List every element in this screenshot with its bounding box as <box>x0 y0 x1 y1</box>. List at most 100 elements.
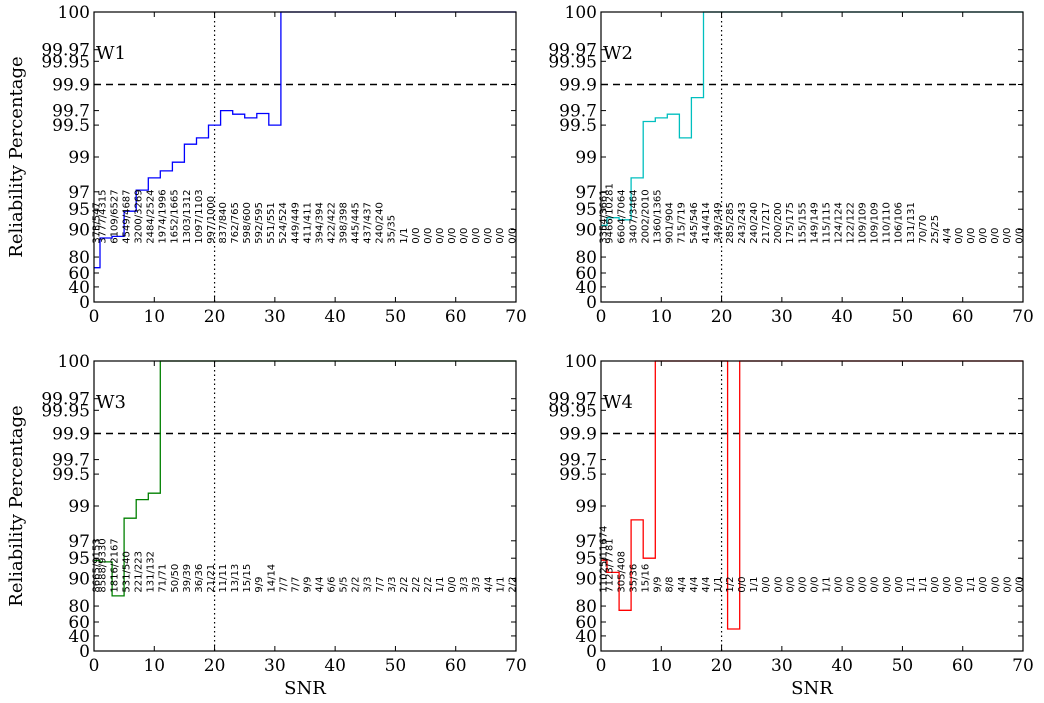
count-label: 1303/1312 <box>182 189 193 243</box>
y-tick-label: 90 <box>575 221 597 241</box>
count-label: 149/149 <box>809 202 820 244</box>
y-tick-label: 60 <box>68 613 90 633</box>
count-label: 305/408 <box>617 551 628 593</box>
count-label: 1/2 <box>725 576 736 592</box>
count-label: 2484/2524 <box>146 189 157 243</box>
x-tick-label: 70 <box>505 656 527 676</box>
count-label: 0/0 <box>870 576 881 592</box>
count-label: 13/13 <box>230 564 241 593</box>
count-label: 4/4 <box>315 577 326 593</box>
count-label: 35/36 <box>629 564 640 593</box>
count-label: 0/0 <box>1002 576 1013 592</box>
x-tick-label: 10 <box>650 307 672 327</box>
count-label: 217/217 <box>761 202 772 244</box>
count-label: 15/16 <box>641 564 652 593</box>
x-tick-label: 30 <box>771 307 793 327</box>
count-label: 0/0 <box>797 577 808 593</box>
y-axis-title: Reliability Percentage <box>6 405 27 606</box>
count-label: 901/904 <box>665 202 676 244</box>
count-label: 0/0 <box>990 228 1001 244</box>
series-line-w3 <box>94 360 516 597</box>
y-tick-label: 99.97 <box>548 390 597 410</box>
x-tick-label: 50 <box>892 656 914 676</box>
panel-label: W4 <box>603 392 633 413</box>
count-label: 0/0 <box>737 577 748 593</box>
count-label: 762/765 <box>230 202 241 244</box>
y-tick-label: 99.95 <box>41 52 90 72</box>
x-tick-label: 10 <box>143 656 165 676</box>
count-label: 9466/10281 <box>604 183 615 244</box>
count-label: 39/39 <box>182 564 193 593</box>
x-tick-label: 40 <box>831 307 853 327</box>
x-tick-label: 70 <box>1012 307 1034 327</box>
count-label: 0/0 <box>495 228 506 244</box>
count-label: 4549/4687 <box>122 189 133 243</box>
panel-label: W3 <box>96 392 126 413</box>
count-label: 9/9 <box>254 577 265 593</box>
plot-frame <box>93 11 517 303</box>
count-label: 6604/7064 <box>616 189 627 243</box>
count-label: 8/8 <box>665 576 676 592</box>
count-label: 36/36 <box>194 564 205 593</box>
count-label: 0/0 <box>471 228 482 244</box>
y-axis-title: Reliability Percentage <box>6 56 27 257</box>
count-label: 1360/1365 <box>653 189 664 243</box>
count-label: 0/0 <box>858 577 869 593</box>
count-label: 124/124 <box>833 202 844 244</box>
count-label: 0/0 <box>954 576 965 592</box>
count-label: 449/449 <box>290 202 301 244</box>
y-tick-label: 99.7 <box>559 451 597 471</box>
count-label: 15/15 <box>242 564 253 593</box>
count-label: 1/1 <box>966 577 977 593</box>
count-label: 1/1 <box>918 576 929 592</box>
y-tick-label: 99.9 <box>52 76 90 96</box>
plot-frame <box>600 360 1024 652</box>
count-label: 2/2 <box>411 576 422 592</box>
y-tick-label: 40 <box>68 627 90 647</box>
x-tick-label: 20 <box>204 656 226 676</box>
x-tick-label: 30 <box>771 656 793 676</box>
y-tick-label: 99.5 <box>52 116 90 136</box>
count-label: 243/243 <box>737 202 748 244</box>
y-tick-label: 90 <box>68 221 90 241</box>
count-label: 0/0 <box>483 228 494 244</box>
x-tick-label: 40 <box>324 307 346 327</box>
y-tick-label: 60 <box>575 613 597 633</box>
count-label: 3407/3464 <box>629 189 640 243</box>
count-label: 6109/6527 <box>109 189 120 243</box>
count-label: 437/437 <box>363 202 374 244</box>
y-tick-label: 99 <box>575 148 597 168</box>
count-label: 11/11 <box>218 564 229 593</box>
y-tick-label: 99 <box>575 497 597 517</box>
count-label: 1/1 <box>749 576 760 592</box>
count-label: 0/0 <box>978 228 989 244</box>
count-label: 2/2 <box>507 577 518 593</box>
count-label: 9/9 <box>653 577 664 593</box>
y-tick-label: 97 <box>575 183 597 203</box>
count-label: 1/1 <box>435 577 446 593</box>
count-label: 0/0 <box>894 576 905 592</box>
y-tick-label: 99 <box>68 148 90 168</box>
y-tick-label: 99.5 <box>559 116 597 136</box>
count-label: 9/9 <box>302 576 313 592</box>
count-label: 598/600 <box>242 202 253 244</box>
count-label: 200/200 <box>773 202 784 244</box>
count-label: 221/223 <box>134 551 145 593</box>
count-label: 411/411 <box>302 202 313 244</box>
count-label: 2002/2010 <box>641 189 652 243</box>
count-label: 3354/3661 <box>598 189 609 243</box>
count-label: 394/394 <box>314 202 325 244</box>
count-label: 1652/1665 <box>170 189 181 243</box>
x-tick-label: 10 <box>143 307 165 327</box>
x-tick-label: 0 <box>89 656 100 676</box>
count-label: 71/71 <box>158 564 169 593</box>
y-tick-label: 99.95 <box>548 52 597 72</box>
plot-frame <box>93 360 517 652</box>
x-axis-title: SNR <box>284 678 326 699</box>
y-tick-label: 99.7 <box>52 102 90 122</box>
count-label: 1974/1996 <box>158 189 169 243</box>
